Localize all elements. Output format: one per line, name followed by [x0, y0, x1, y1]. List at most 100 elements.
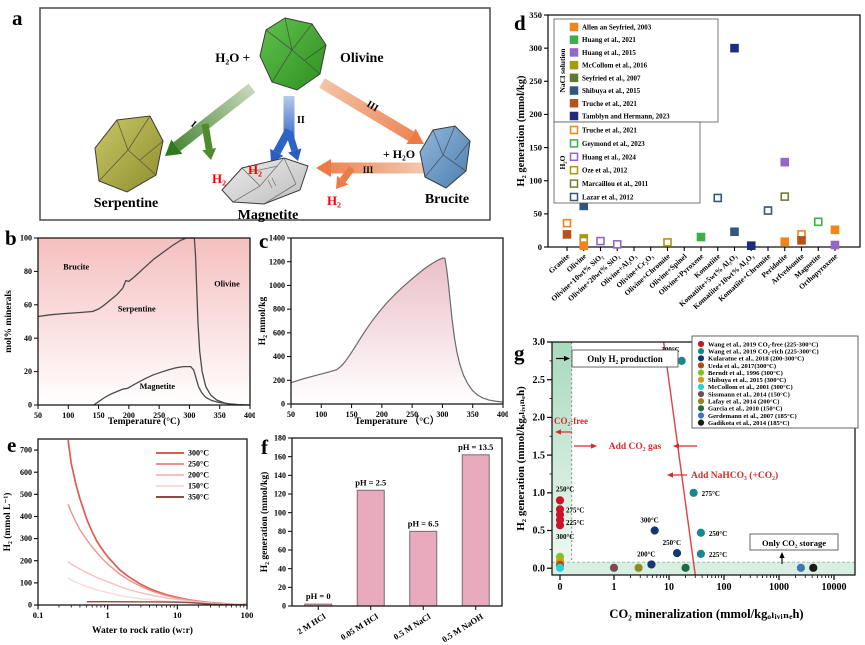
scatter-point	[796, 563, 805, 572]
svg-text:20: 20	[278, 583, 286, 592]
svg-text:275°C: 275°C	[702, 490, 720, 498]
svg-text:Sissmann et al., 2014 (150°C): Sissmann et al., 2014 (150°C)	[708, 391, 790, 398]
y-axis-label: H₂ mmol/kg	[258, 297, 268, 346]
bar-ph-label: pH = 13.5	[458, 442, 493, 452]
svg-text:50: 50	[34, 411, 42, 420]
water-reactant-label: H₂O +	[215, 50, 250, 65]
svg-text:1: 1	[612, 582, 617, 593]
h2-product-label-ii: H₂	[248, 162, 262, 177]
svg-text:400: 400	[244, 411, 255, 420]
svg-text:0.5: 0.5	[533, 526, 546, 537]
pathway-ii-label: II	[297, 115, 305, 126]
reaction-arrows	[165, 78, 430, 189]
svg-text:300: 300	[20, 534, 32, 543]
panel-label-g: g	[514, 341, 525, 365]
svg-text:10: 10	[173, 610, 182, 620]
svg-text:80: 80	[278, 527, 286, 536]
svg-text:1400: 1400	[269, 234, 285, 243]
svg-text:250°C: 250°C	[709, 530, 727, 538]
svg-text:600: 600	[20, 468, 32, 477]
svg-text:100: 100	[315, 410, 327, 419]
bar-ph-label: pH = 6.5	[408, 518, 439, 528]
svg-text:Huang et al., 2021: Huang et al., 2021	[582, 36, 636, 44]
svg-text:Kularatne et al., 2018 (200-30: Kularatne et al., 2018 (200-300°C)	[708, 356, 804, 363]
co2-storage-band	[552, 562, 855, 575]
scatter-point	[780, 237, 790, 246]
svg-text:100: 100	[717, 582, 732, 593]
svg-text:150: 150	[346, 410, 358, 419]
svg-text:600: 600	[273, 328, 285, 337]
olivine-crystal	[259, 17, 327, 91]
scatter-point	[596, 236, 605, 246]
svg-text:150: 150	[529, 142, 542, 152]
y-axis-label: H₂ generation (mmol/kg)	[516, 75, 527, 187]
panel-b-chart: 50 100 150 200 250 300 350 400 0 20 40 60 80 100 Tempe…	[4, 234, 255, 427]
svg-text:0: 0	[28, 601, 32, 610]
x-axis-label: CO₂ mineralization (mmol/kgₒₗᵢᵥᵢₙₑh)	[609, 607, 803, 621]
svg-text:300°C: 300°C	[640, 517, 658, 525]
bars: pH = 0 pH = 2.5 pH = 6.5 pH = 13.5	[304, 442, 493, 607]
svg-text:Truche et al., 2021: Truche et al., 2021	[582, 100, 637, 108]
svg-text:Allen an Seyfried, 2003: Allen an Seyfried, 2003	[582, 24, 652, 32]
svg-text:3.0: 3.0	[533, 337, 546, 348]
scatter-point	[780, 192, 790, 201]
svg-text:Marcaillou et al., 2011: Marcaillou et al., 2011	[582, 180, 649, 188]
add-nahco3-label: Add NaHCO₃ (+CO₂)	[691, 470, 778, 481]
axes: 50 100 150 200 250 300 350 400 0 200 400 600 800 1000…	[258, 234, 508, 427]
panel-f-chart: pH = 0 pH = 2.5 pH = 6.5 pH = 13.5 0 20 40 60 80…	[259, 434, 503, 644]
svg-text:60: 60	[278, 546, 286, 555]
svg-text:Huang et al., 2015: Huang et al., 2015	[582, 49, 636, 57]
scatter-point	[689, 488, 698, 497]
svg-text:Huang et al., 2024: Huang et al., 2024	[582, 153, 636, 161]
svg-text:Wang et al., 2019 CO₂-rich (22: Wang et al., 2019 CO₂-rich (225-300°C)	[708, 348, 819, 355]
svg-text:150°C: 150°C	[188, 482, 209, 491]
svg-text:100: 100	[241, 610, 254, 620]
svg-text:Lazar et al., 2012: Lazar et al., 2012	[582, 194, 634, 202]
panel-label-b: b	[5, 226, 17, 250]
panel-label-a: a	[12, 6, 23, 30]
legend: 300°C 250°C 200°C 150°C 350°C	[156, 449, 209, 502]
plot-area	[290, 257, 504, 404]
svg-text:80: 80	[24, 267, 32, 276]
svg-text:0: 0	[282, 602, 286, 611]
svg-text:10: 10	[664, 582, 674, 593]
svg-text:400: 400	[20, 512, 32, 521]
svg-text:350: 350	[214, 411, 226, 420]
region-labels: Brucite Serpentine Olivine Magnetite	[63, 263, 240, 391]
scatter-point	[797, 236, 806, 245]
bar-ph-label: pH = 2.5	[355, 477, 386, 487]
svg-text:250: 250	[529, 76, 542, 86]
svg-text:200: 200	[273, 376, 285, 385]
only-h2-label: Only H₂ production	[587, 354, 663, 364]
svg-text:400: 400	[273, 352, 285, 361]
panel-g-chart: 0 1 10 100 1000 10000 0.0 0.5 1.0 1.5 2.0 2.5 3.0 CO₂…	[515, 335, 859, 621]
scatter-point	[650, 526, 659, 535]
data-points	[562, 43, 840, 250]
svg-text:1200: 1200	[269, 257, 285, 266]
scatter-point	[555, 521, 565, 530]
panel-label-f: f	[261, 435, 268, 459]
svg-text:250°C: 250°C	[556, 485, 574, 493]
svg-text:1.5: 1.5	[533, 450, 546, 461]
plot-area	[37, 237, 250, 406]
svg-text:50: 50	[287, 410, 295, 419]
scatter-point	[647, 560, 656, 569]
svg-text:Gerdemann et al., 2007 (185°C): Gerdemann et al., 2007 (185°C)	[708, 413, 797, 420]
svg-text:0.0: 0.0	[533, 563, 546, 574]
bar	[409, 530, 438, 607]
panel-label-c: c	[259, 229, 269, 253]
svg-text:700: 700	[20, 446, 32, 455]
panel-c-chart: 50 100 150 200 250 300 350 400 0 200 400 600 800 1000…	[258, 234, 508, 427]
svg-text:350: 350	[529, 10, 542, 20]
svg-text:Lafay et al., 2014 (200°C): Lafay et al., 2014 (200°C)	[708, 399, 780, 406]
axes: 50 100 150 200 250 300 350 400 0 20 40 60 80 100 Tempe…	[4, 234, 255, 427]
svg-text:0: 0	[28, 401, 32, 410]
scatter-point	[780, 157, 790, 167]
svg-text:300°C: 300°C	[188, 449, 209, 458]
y-axis-label: mol% minerals	[4, 290, 14, 353]
scatter-point	[763, 206, 773, 215]
svg-text:250°C: 250°C	[188, 460, 209, 469]
scatter-point	[634, 563, 643, 572]
magnetite-label: Magnetite	[238, 208, 299, 223]
scatter-point	[672, 549, 682, 558]
